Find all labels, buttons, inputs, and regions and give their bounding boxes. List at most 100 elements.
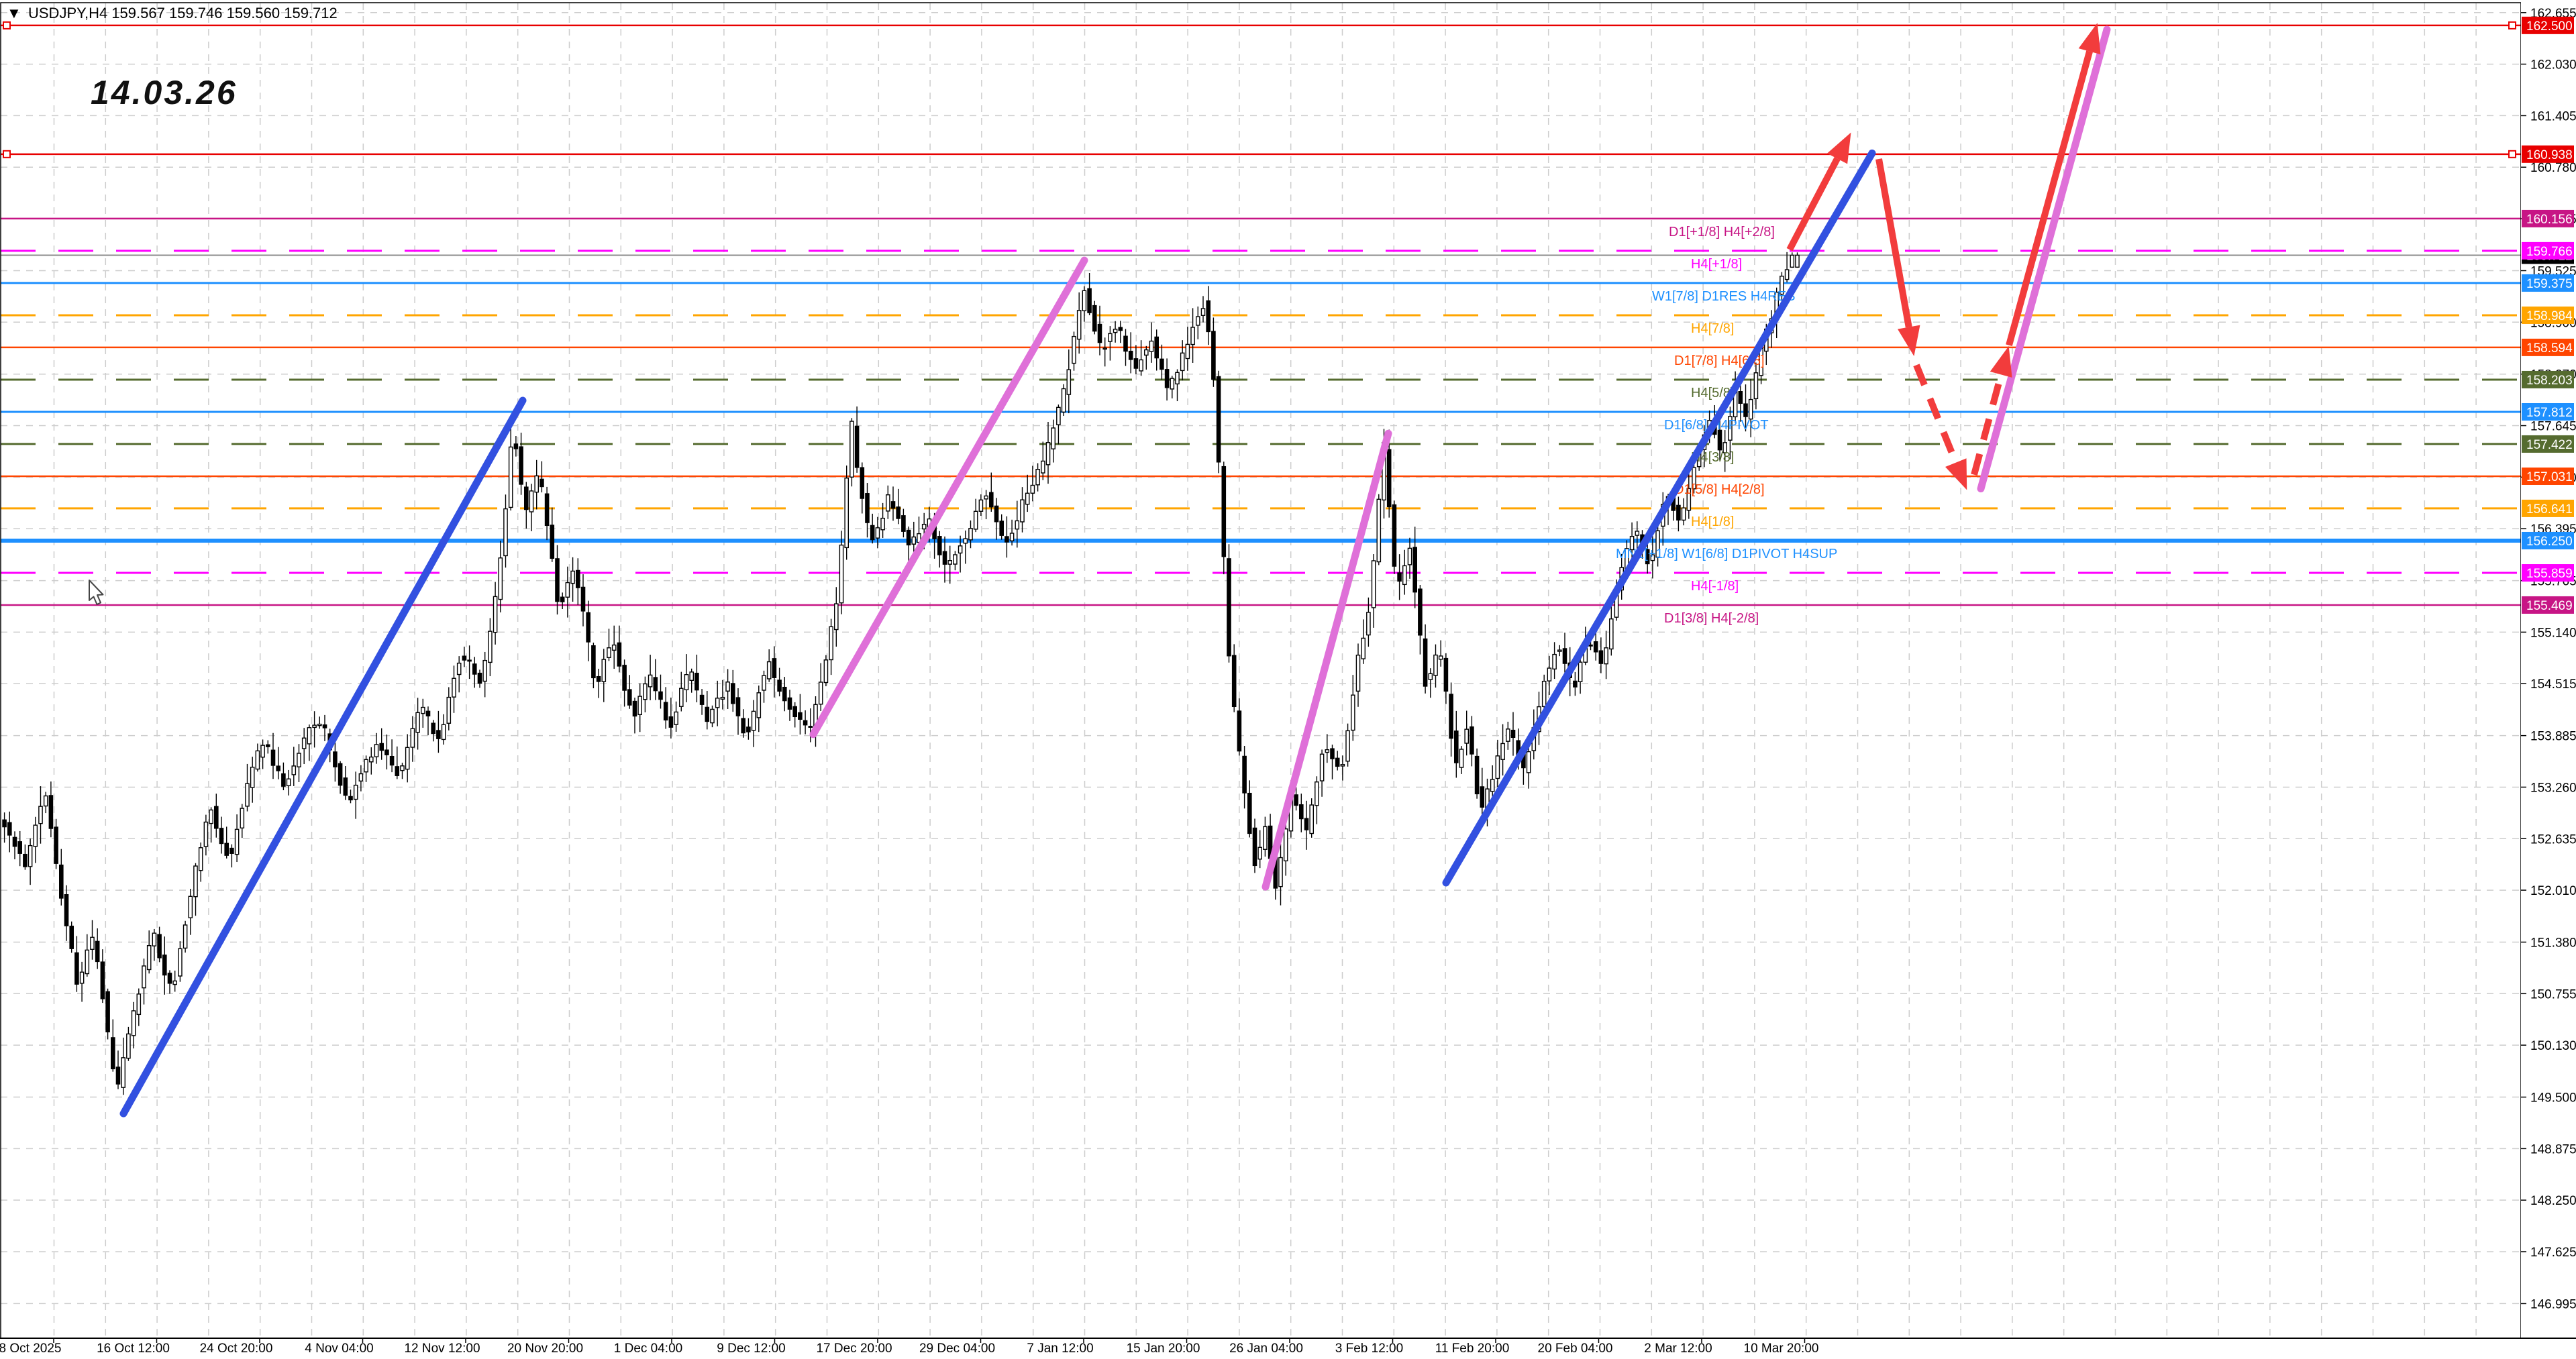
price-tag-value: 162.500 bbox=[2526, 19, 2573, 34]
price-tick-label: 153.885 bbox=[2530, 730, 2576, 744]
candle-body bbox=[297, 753, 301, 767]
arrow-head[interactable] bbox=[1945, 458, 1967, 490]
candle-body bbox=[1686, 488, 1692, 511]
line-handle[interactable] bbox=[2508, 150, 2516, 158]
candle-body bbox=[369, 756, 374, 763]
candle-body bbox=[586, 612, 590, 643]
price-axis[interactable]: 162.655162.030161.405160.780160.155159.5… bbox=[2521, 0, 2576, 1356]
candle-body bbox=[694, 672, 699, 691]
time-axis[interactable]: 8 Oct 2025 16 Oct 12:00 24 Oct 20:00 4 Nov … bbox=[0, 1338, 2576, 1356]
candle-body bbox=[301, 737, 307, 749]
trend-line[interactable] bbox=[119, 396, 527, 1118]
time-axis-bg[interactable] bbox=[0, 1339, 2576, 1356]
price-tag-value: 158.984 bbox=[2526, 309, 2573, 323]
grid bbox=[1, 3, 2521, 1338]
arrow-shaft[interactable] bbox=[1875, 158, 1912, 328]
symbol-dropdown-icon[interactable]: ▼ bbox=[7, 5, 21, 21]
arrow-shaft[interactable] bbox=[2006, 50, 2093, 347]
candle-body bbox=[942, 551, 947, 565]
candle-body bbox=[1578, 661, 1583, 682]
arrow-shaft[interactable] bbox=[1971, 374, 2005, 476]
trend-line[interactable] bbox=[1261, 429, 1392, 891]
candle-body bbox=[720, 696, 725, 700]
candle-body bbox=[968, 528, 973, 541]
candle-body bbox=[607, 647, 611, 658]
trend-line[interactable] bbox=[809, 256, 1088, 739]
candle-body bbox=[953, 554, 958, 565]
candle-body bbox=[839, 544, 844, 604]
candle-body bbox=[1330, 748, 1335, 759]
candle-body bbox=[715, 698, 720, 708]
candle-body bbox=[1118, 327, 1123, 331]
price-tick-label: 148.875 bbox=[2530, 1142, 2576, 1156]
trend-line[interactable] bbox=[1442, 149, 1876, 887]
candle-body bbox=[1480, 786, 1485, 808]
candle-body bbox=[322, 724, 327, 728]
arrow-shaft[interactable] bbox=[1786, 157, 1841, 252]
candle-body bbox=[1242, 755, 1247, 794]
price-tag-value: 157.422 bbox=[2526, 438, 2573, 452]
candle-body bbox=[54, 826, 58, 864]
candle-body bbox=[503, 508, 508, 557]
trend-lines[interactable] bbox=[119, 25, 2111, 1118]
cursor-arrow-icon bbox=[89, 580, 104, 605]
murrey-label: H4[3/8] bbox=[1691, 450, 1734, 465]
candle-body bbox=[860, 467, 865, 499]
arrow-head[interactable] bbox=[1897, 325, 1920, 356]
time-tick-label: 1 Dec 04:00 bbox=[614, 1342, 682, 1356]
candle-body bbox=[276, 765, 281, 771]
time-tick-label: 20 Nov 20:00 bbox=[507, 1342, 583, 1356]
line-handle[interactable] bbox=[2508, 21, 2516, 30]
date-annotation[interactable]: 14.03.26 bbox=[91, 74, 238, 111]
candle-body bbox=[1629, 536, 1635, 551]
candle-body bbox=[1780, 276, 1784, 295]
trend-line[interactable] bbox=[1977, 25, 2111, 493]
candle-body bbox=[374, 744, 379, 757]
candle-body bbox=[172, 980, 178, 985]
candle-body bbox=[1500, 743, 1505, 760]
arrow-head[interactable] bbox=[1990, 345, 2012, 378]
candle-body bbox=[591, 645, 596, 679]
arrow-head[interactable] bbox=[1827, 132, 1851, 164]
murrey-level-lines bbox=[1, 217, 2521, 606]
candle-body bbox=[792, 706, 797, 718]
candle-body bbox=[958, 545, 963, 554]
arrow-head[interactable] bbox=[2078, 23, 2101, 55]
candle-body bbox=[333, 751, 338, 767]
time-tick-label: 20 Feb 04:00 bbox=[1538, 1342, 1613, 1356]
candle-body bbox=[167, 973, 172, 984]
candle-body bbox=[410, 728, 415, 748]
line-handle[interactable] bbox=[3, 21, 11, 30]
candle-body bbox=[1061, 388, 1066, 413]
candle-body bbox=[890, 501, 896, 509]
candle-body bbox=[550, 525, 555, 559]
horizontal-red-lines[interactable] bbox=[1, 21, 2521, 158]
symbol-title: USDJPY,H4 159.567 159.746 159.560 159.71… bbox=[28, 5, 338, 21]
candle-body bbox=[69, 926, 74, 949]
time-tick-label: 16 Oct 12:00 bbox=[97, 1342, 170, 1356]
candle-body bbox=[1128, 350, 1133, 360]
candle-body bbox=[1650, 554, 1655, 561]
murrey-label: MN1[+1/8] W1[6/8] D1PIVOT H4SUP bbox=[1616, 547, 1837, 561]
candle-body bbox=[1795, 254, 1800, 268]
candle-body bbox=[1753, 372, 1759, 400]
candle-body bbox=[1355, 654, 1361, 692]
mouse-cursor-icon bbox=[89, 580, 104, 605]
candle-body bbox=[674, 711, 678, 725]
arrow-shaft[interactable] bbox=[1913, 364, 1959, 464]
candle-body bbox=[193, 865, 198, 898]
projection-arrows[interactable] bbox=[1786, 23, 2101, 490]
candle-body bbox=[152, 932, 157, 946]
candle-body bbox=[1526, 751, 1531, 773]
candle-body bbox=[627, 689, 632, 706]
symbol-header[interactable]: ▼ USDJPY,H4 159.567 159.746 159.560 159.… bbox=[7, 5, 338, 21]
candle-body bbox=[513, 443, 519, 449]
candle-body bbox=[307, 727, 312, 745]
candle-body bbox=[1397, 572, 1402, 582]
candle-body bbox=[653, 677, 658, 692]
price-tag bbox=[2522, 435, 2574, 453]
line-handle[interactable] bbox=[3, 150, 11, 158]
price-tag-value: 160.156 bbox=[2526, 213, 2573, 227]
candle-body bbox=[17, 841, 23, 854]
